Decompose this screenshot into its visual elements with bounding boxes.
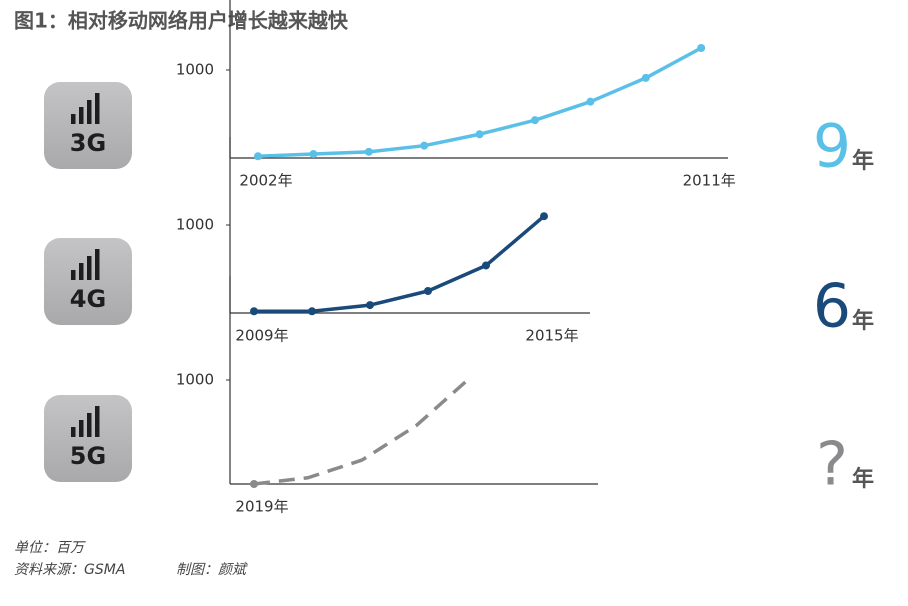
note: 单位：百万	[14, 540, 86, 556]
icon-label: 4G	[70, 285, 106, 313]
point	[697, 44, 706, 52]
signal-bar	[87, 413, 92, 437]
note: 资料来源：GSMA	[14, 562, 125, 578]
point	[424, 287, 432, 295]
signal-bar	[71, 427, 76, 437]
signal-bar	[79, 420, 84, 437]
point	[420, 141, 429, 150]
point	[586, 97, 595, 106]
point	[540, 212, 548, 221]
x-tick-label: 2002年	[239, 172, 292, 190]
point	[482, 261, 490, 270]
signal-bar	[87, 100, 92, 124]
x-tick-label: 2011年	[683, 172, 736, 190]
network-icon	[44, 238, 132, 325]
signal-bar	[79, 107, 84, 124]
point	[531, 116, 539, 125]
series-line	[257, 46, 703, 158]
icon-label: 3G	[70, 129, 106, 157]
icon-label: 5G	[70, 442, 106, 470]
network-icon	[44, 395, 132, 482]
point	[250, 480, 258, 488]
series-line	[253, 376, 472, 486]
point	[364, 147, 373, 156]
y-tick-label: 1000	[176, 216, 214, 234]
duration-unit: 年	[852, 308, 874, 334]
point	[641, 73, 650, 82]
y-tick-label: 1000	[176, 61, 214, 79]
signal-bar	[71, 270, 76, 280]
duration: 6	[813, 272, 851, 342]
signal-bar	[79, 263, 84, 280]
signal-bar	[95, 93, 100, 124]
duration-unit: 年	[852, 148, 874, 174]
duration: ?	[816, 430, 848, 500]
series-line	[254, 214, 546, 313]
point	[250, 307, 258, 316]
signal-bar	[95, 406, 100, 437]
point	[366, 301, 374, 310]
point	[308, 307, 316, 316]
note: 制图：颜斌	[176, 562, 248, 578]
duration: 9	[813, 112, 851, 182]
point	[309, 150, 318, 159]
signal-bar	[87, 256, 92, 280]
point	[475, 130, 484, 139]
network-icon	[44, 82, 132, 169]
point	[254, 152, 262, 161]
signal-bar	[71, 114, 76, 124]
x-tick-label: 2019年	[235, 498, 288, 516]
x-tick-label: 2009年	[235, 327, 288, 345]
duration-unit: 年	[852, 466, 874, 492]
title: 图1：相对移动网络用户增长越来越快	[14, 9, 349, 33]
signal-bar	[95, 249, 100, 280]
y-tick-label: 1000	[176, 371, 214, 389]
x-tick-label: 2015年	[525, 327, 578, 345]
